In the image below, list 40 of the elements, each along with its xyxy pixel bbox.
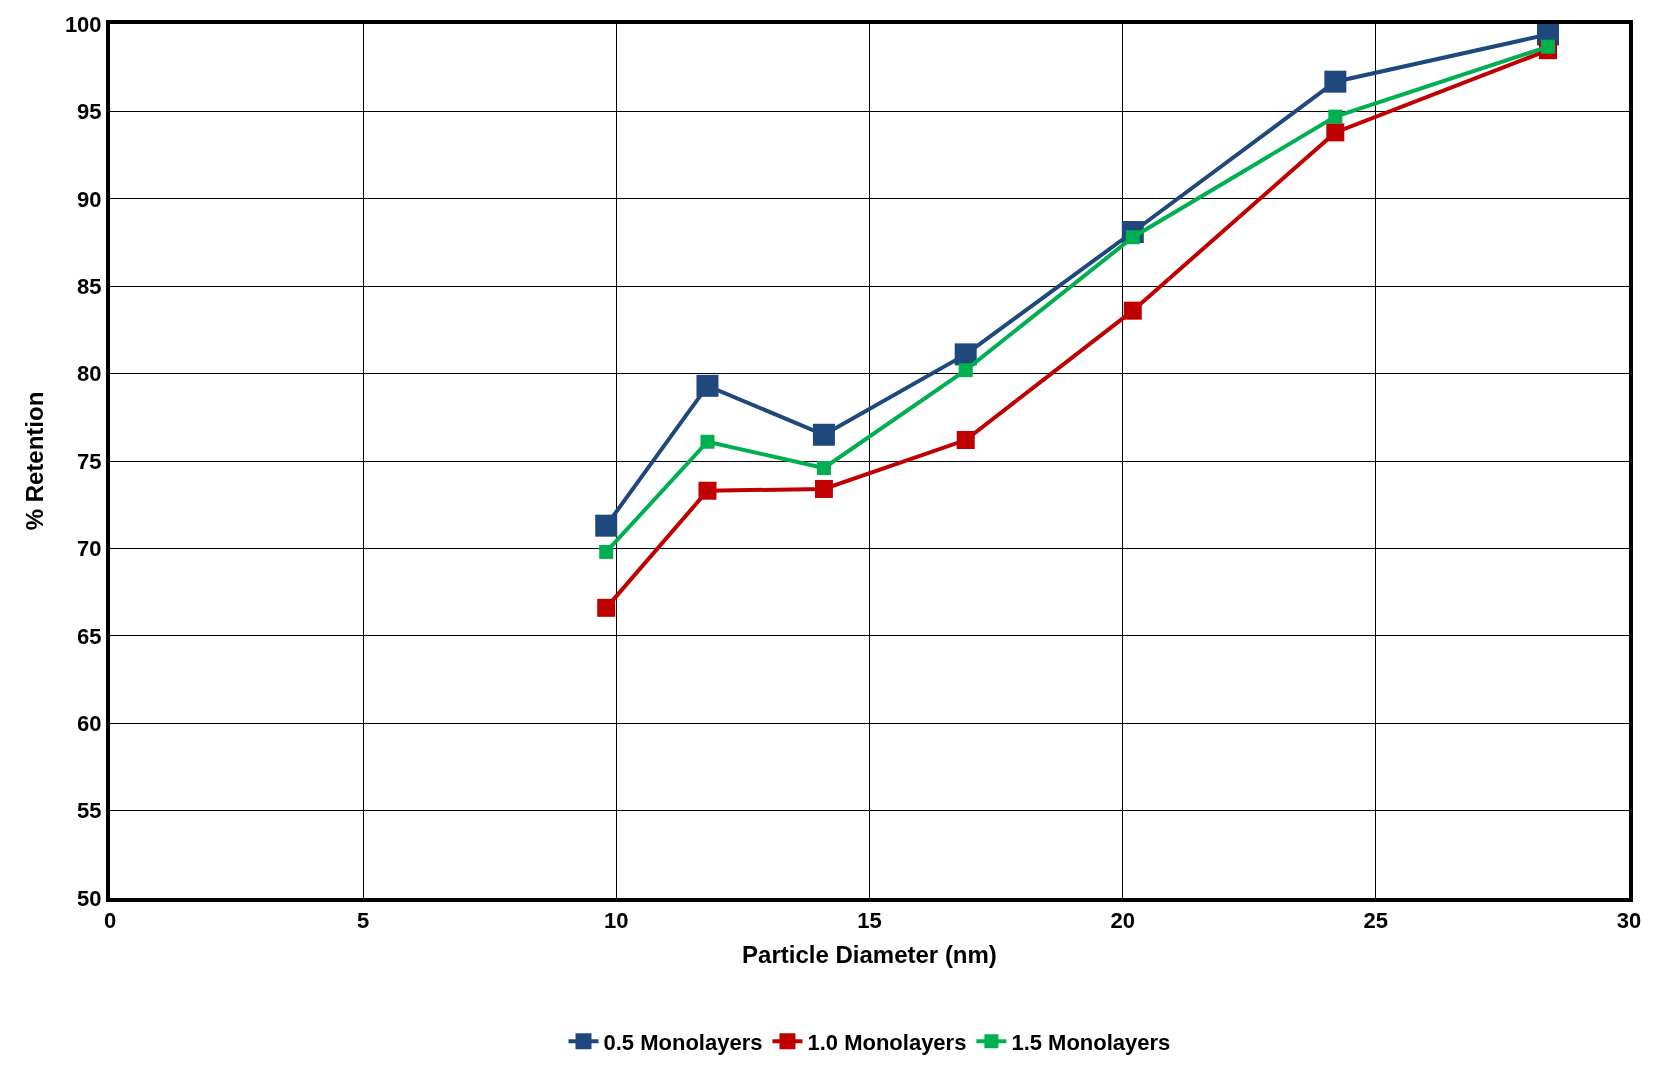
point	[956, 431, 975, 450]
point	[1540, 39, 1555, 54]
y-tick-label: 70	[77, 536, 102, 562]
point	[597, 598, 616, 617]
point	[696, 374, 719, 397]
point	[1328, 109, 1343, 124]
x-axis-title: Particle Diameter (nm)	[742, 941, 997, 969]
legend-label: 1.5 Monolayers	[1011, 1029, 1171, 1055]
y-tick-label: 75	[77, 448, 102, 474]
legend-label: 0.5 Monolayers	[603, 1029, 763, 1055]
x-tick-label: 5	[357, 908, 370, 934]
y-tick-label: 55	[77, 798, 102, 824]
y-tick-label: 95	[77, 99, 102, 125]
y-tick-label: 100	[64, 11, 102, 37]
y-tick-label: 90	[77, 186, 102, 212]
x-tick-label: 0	[103, 908, 117, 934]
point	[595, 514, 618, 537]
point	[814, 479, 833, 498]
point	[958, 363, 973, 378]
point	[1123, 301, 1142, 320]
x-tick-label: 15	[857, 908, 882, 934]
point	[1326, 123, 1345, 142]
x-tick-label: 20	[1110, 908, 1135, 934]
point	[599, 544, 614, 559]
y-axis-title: % Retention	[21, 391, 49, 531]
y-tick-label: 85	[77, 273, 102, 299]
y-tick-label: 65	[77, 623, 102, 649]
legend-label: 1.0 Monolayers	[807, 1029, 967, 1055]
point	[812, 423, 835, 446]
point	[816, 460, 831, 475]
x-tick-label: 10	[604, 908, 629, 934]
point	[1324, 70, 1347, 93]
point	[700, 434, 715, 449]
y-tick-label: 80	[77, 361, 102, 387]
point	[698, 481, 717, 500]
point	[954, 343, 977, 366]
y-tick-label: 60	[77, 710, 102, 736]
x-tick-label: 30	[1616, 908, 1642, 934]
y-tick-label: 50	[77, 885, 102, 911]
x-tick-label: 25	[1363, 908, 1389, 934]
